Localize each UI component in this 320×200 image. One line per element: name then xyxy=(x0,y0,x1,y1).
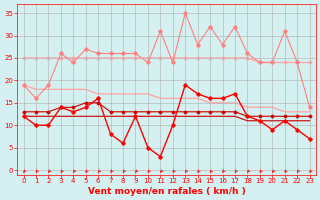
X-axis label: Vent moyen/en rafales ( km/h ): Vent moyen/en rafales ( km/h ) xyxy=(88,187,245,196)
